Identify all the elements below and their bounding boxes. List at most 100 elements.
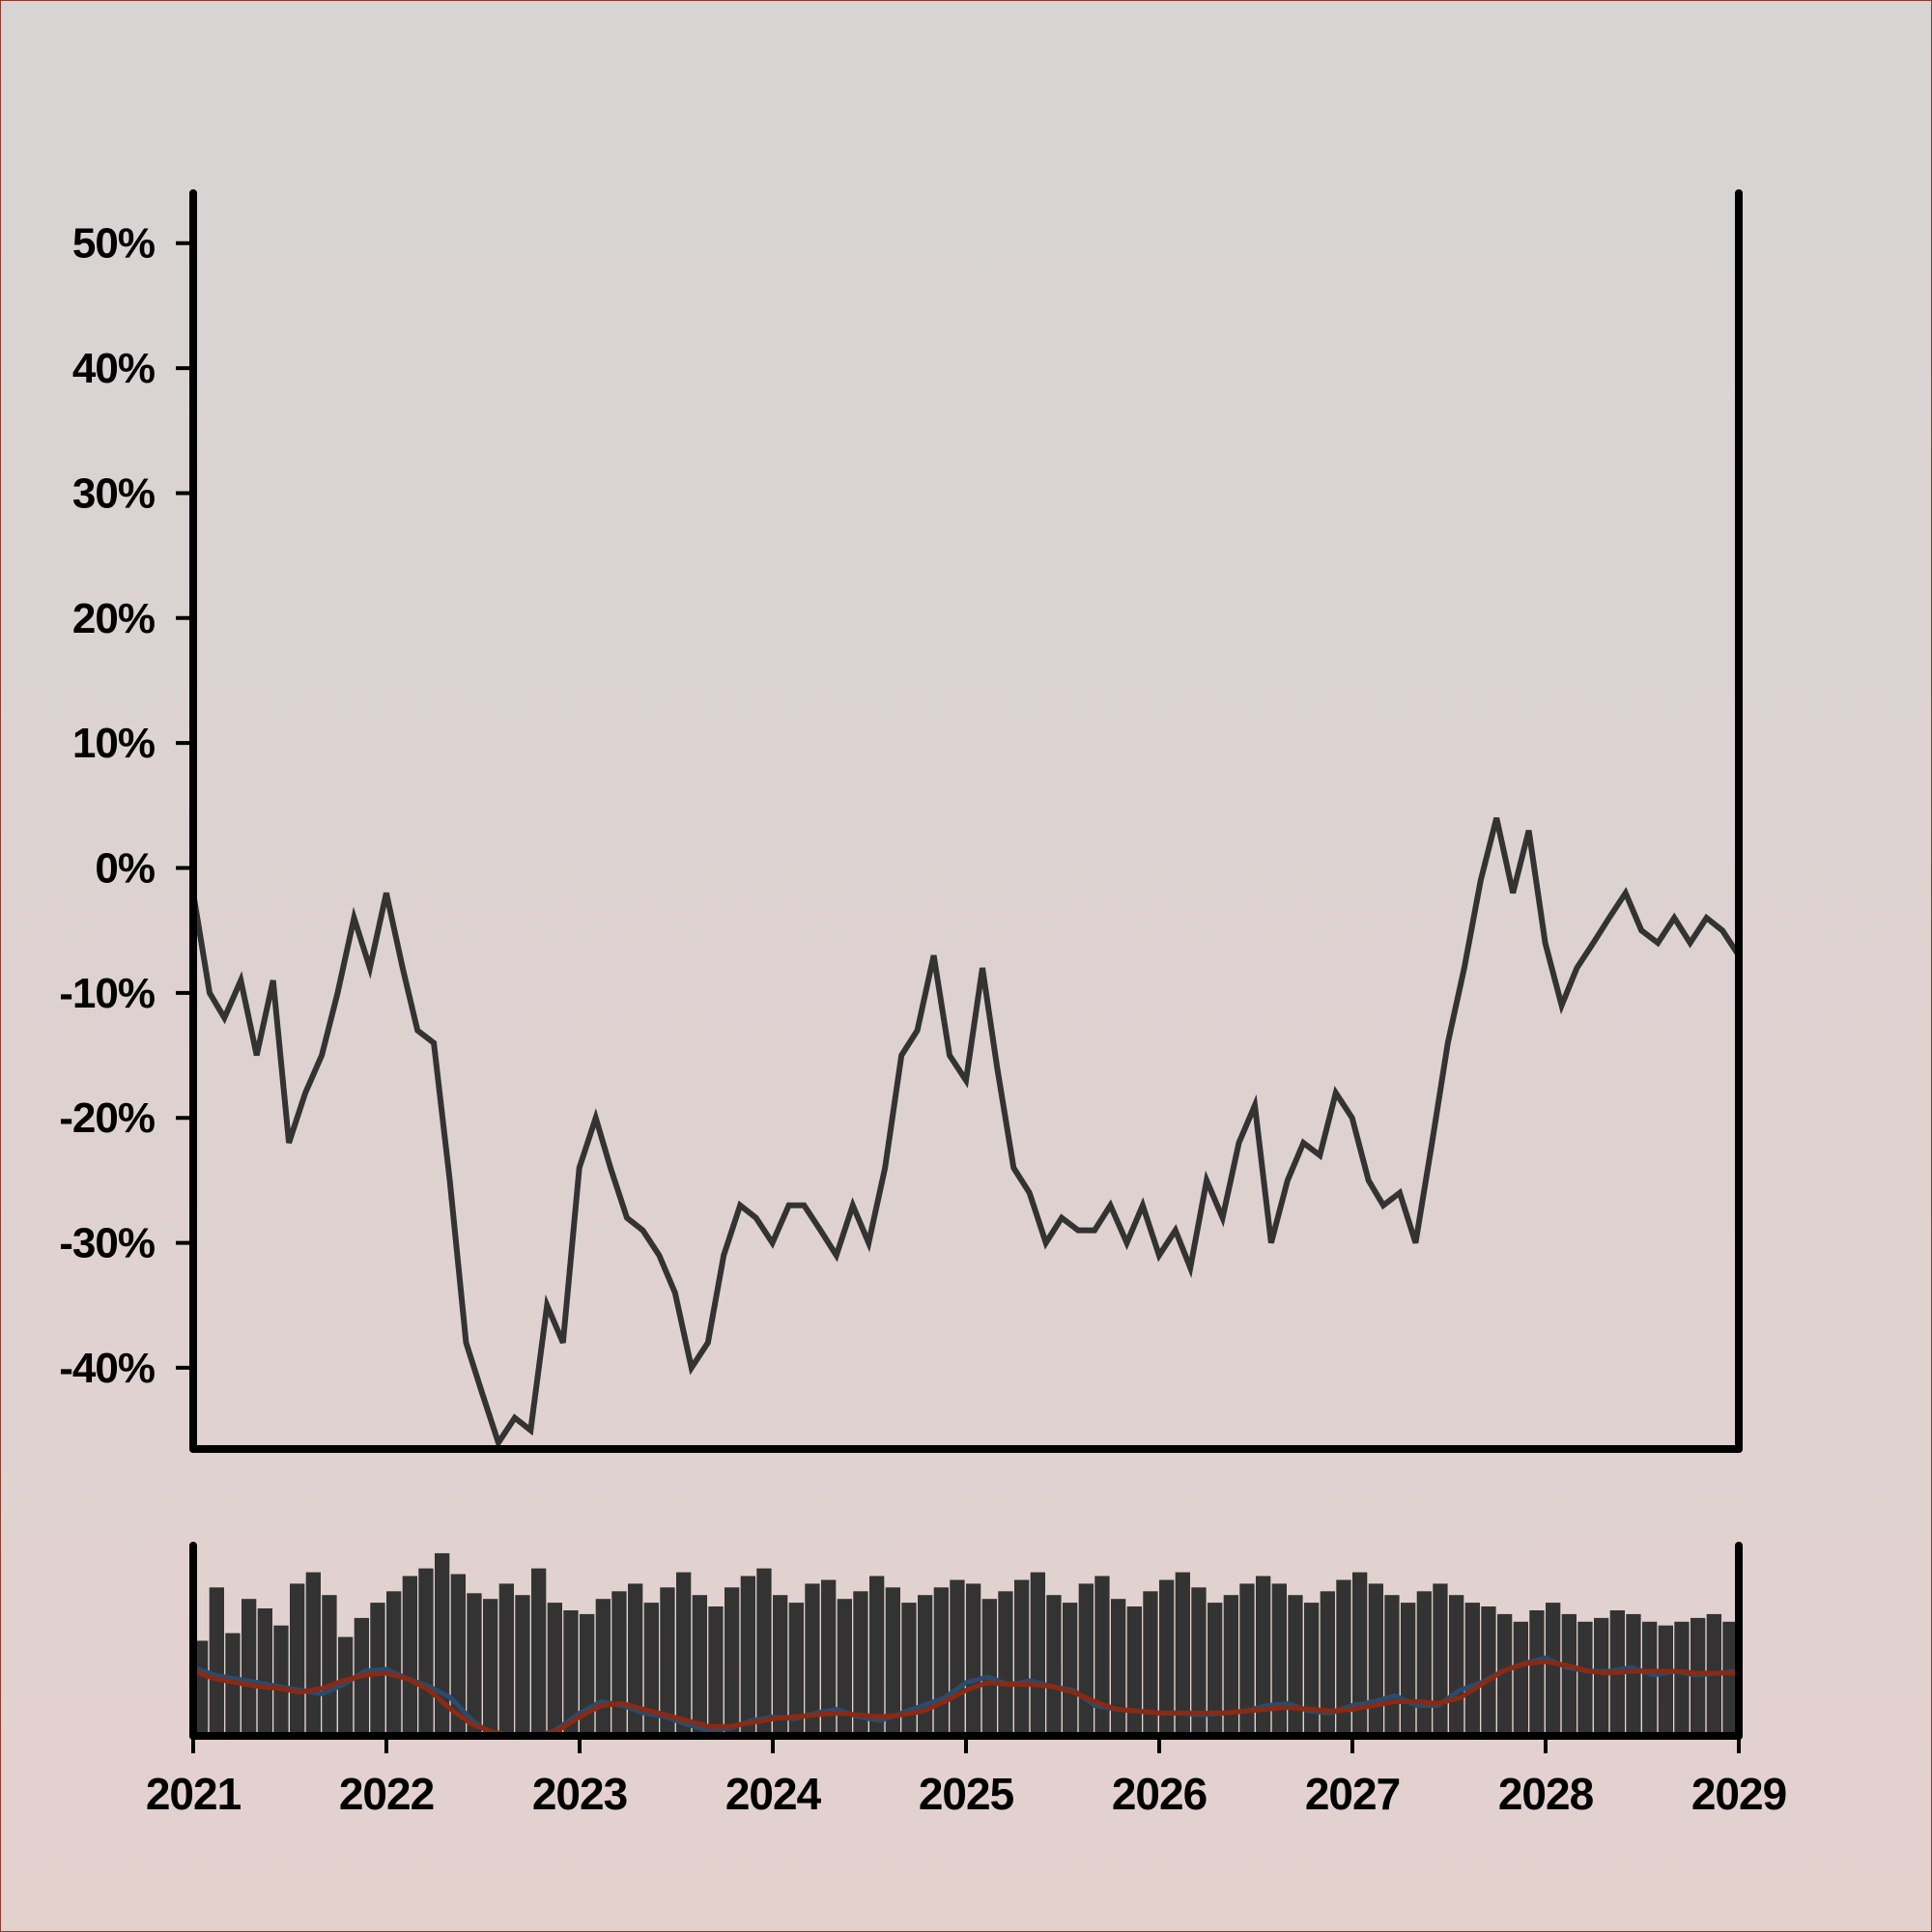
volume-bar [483,1599,498,1736]
volume-bar [1094,1576,1110,1736]
volume-bar [643,1603,659,1736]
volume-bar [692,1595,707,1736]
volume-bar [708,1606,724,1736]
volume-bar [1014,1579,1030,1736]
y-tick-label: 30% [72,469,155,517]
volume-bar [1658,1625,1673,1736]
volume-bar [402,1576,417,1736]
volume-bar [1271,1583,1287,1736]
volume-bar [1063,1603,1078,1736]
x-tick-label: 2024 [725,1769,822,1819]
volume-bar [788,1603,804,1736]
volume-bar [1336,1579,1351,1736]
y-tick-label: -40% [59,1345,155,1392]
x-tick-label: 2026 [1112,1769,1207,1819]
x-tick-label: 2027 [1305,1769,1400,1819]
x-axis: 2021 2022 2023 2024 2025 2026 2027 2028 2029 [146,1736,1787,1819]
series-line [193,817,1739,1449]
volume-bar [901,1603,917,1736]
volume-bar [1384,1595,1400,1736]
y-tick-label: 50% [72,220,155,268]
x-tick-label: 2028 [1498,1769,1594,1819]
volume-bar [305,1572,321,1736]
volume-bar [1449,1595,1464,1736]
volume-bar [773,1595,788,1736]
volume-bar [515,1595,530,1736]
volume-bar [531,1568,547,1736]
volume-bar [273,1625,289,1736]
y-tick-label: -10% [59,970,155,1017]
volume-bar [1030,1572,1045,1736]
volume-bar [740,1576,755,1736]
volume-bar [242,1599,257,1736]
volume-bar [1513,1621,1528,1736]
volume-bar [1464,1603,1480,1736]
x-tick-label: 2025 [919,1769,1014,1819]
volume-bar [1223,1595,1238,1736]
volume-bar [338,1636,354,1736]
volume-bar [676,1572,692,1736]
volume-bar [209,1587,224,1736]
volume-bar [611,1591,627,1736]
volume-bar [756,1568,772,1736]
volume-bar [450,1574,466,1736]
volume-bar [1546,1603,1561,1736]
y-tick-label: 0% [95,845,155,893]
volume-bar [467,1593,482,1736]
volume-bar [1111,1599,1126,1736]
volume-bar [724,1587,740,1736]
y-tick-label: 10% [72,720,155,767]
y-tick-label: -20% [59,1094,155,1142]
price-panel: 50% 40% 30% 20% 10% 0% -10% -20% -30% -40% [59,189,1743,1453]
volume-bar [257,1608,272,1736]
volume-bar [1143,1591,1158,1736]
volume-bar [1481,1606,1496,1736]
volume-bar [1320,1591,1335,1736]
volume-bar [1239,1583,1255,1736]
y-tick-label: 20% [72,595,155,642]
volume-bar [547,1603,562,1736]
volume-bar [418,1568,434,1736]
volume-bar [1304,1603,1320,1736]
volume-bar [1352,1572,1368,1736]
x-tick-label: 2023 [532,1769,627,1819]
volume-bar [1208,1603,1223,1736]
volume-bar [1577,1621,1593,1736]
volume-bar [1416,1591,1432,1736]
volume-bar [225,1633,241,1736]
volume-bar [981,1599,997,1736]
y-tick-label: 40% [72,345,155,392]
volume-bar [1433,1583,1448,1736]
volume-bar [563,1610,579,1736]
volume-bar [322,1595,337,1736]
volume-bar [1368,1583,1383,1736]
volume-bar [1674,1621,1690,1736]
volume-bar [1722,1621,1738,1736]
volume-bar [660,1587,675,1736]
volume-bar [1078,1583,1094,1736]
overlay-line-red [193,1659,1739,1736]
volume-bar [998,1591,1013,1736]
volume-bar [386,1591,402,1736]
volume-bar [1401,1603,1416,1736]
volume-bar [595,1599,611,1736]
volume-bar [966,1583,981,1736]
volume-bar [628,1583,643,1736]
volume-bar [1529,1610,1545,1736]
volume-bar [1046,1595,1062,1736]
volume-bar [950,1579,965,1736]
y-tick-label: -30% [59,1220,155,1267]
volume-bar [1175,1572,1190,1736]
volume-bar [498,1583,514,1736]
volume-bar [869,1576,885,1736]
volume-bar [1126,1606,1142,1736]
volume-bar [1594,1617,1609,1736]
x-tick-label: 2029 [1691,1769,1786,1819]
volume-bar [1159,1579,1175,1736]
volume-bar [853,1591,868,1736]
volume-bar [1191,1587,1207,1736]
x-tick-label: 2022 [339,1769,434,1819]
x-tick-label: 2021 [146,1769,242,1819]
volume-bar [1626,1613,1641,1736]
